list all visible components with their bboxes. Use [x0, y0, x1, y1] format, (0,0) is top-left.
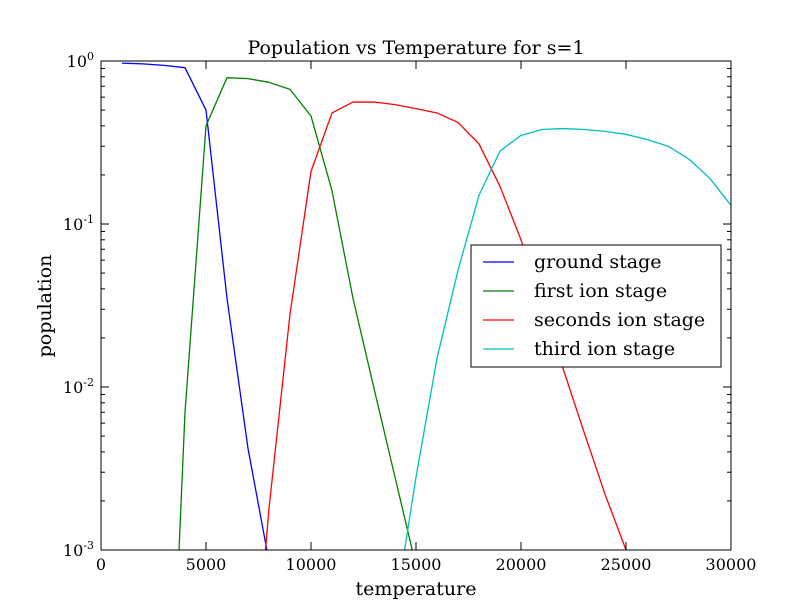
plot-series-group: [121, 62, 731, 550]
y-tick-label-3: 10-3: [63, 539, 94, 560]
legend-label-2: first ion stage: [534, 280, 667, 302]
legend-label-4: third ion stage: [534, 338, 675, 360]
x-axis-label: temperature: [356, 578, 477, 600]
x-tick-label-1: 5000: [186, 555, 227, 574]
legend: ground stage first ion stage seconds ion s…: [470, 244, 722, 368]
x-tick-label-5: 25000: [601, 555, 652, 574]
x-tick-labels: 0 5000 10000 15000 20000 25000 30000: [96, 555, 757, 574]
y-tick-labels: 100 10-1 10-2 10-3: [63, 50, 94, 560]
legend-box: [470, 244, 722, 368]
series-line-2: [178, 77, 413, 550]
series-line-4: [403, 127, 731, 550]
y-tick-label-1: 10-1: [63, 213, 94, 234]
x-tick-label-0: 0: [96, 555, 106, 574]
x-tick-label-6: 30000: [706, 555, 757, 574]
axis-ticks-group: [100, 60, 732, 551]
y-tick-label-0: 100: [67, 50, 94, 71]
x-tick-label-2: 10000: [286, 555, 337, 574]
series-line-1: [121, 62, 268, 550]
x-tick-label-4: 20000: [496, 555, 547, 574]
chart-title: Population vs Temperature for s=1: [247, 37, 584, 59]
series-line-3: [264, 101, 627, 550]
legend-label-1: ground stage: [534, 251, 661, 273]
y-axis-label: population: [34, 255, 56, 358]
x-tick-label-3: 15000: [391, 555, 442, 574]
y-tick-label-2: 10-2: [63, 376, 94, 397]
legend-label-3: seconds ion stage: [534, 309, 705, 331]
